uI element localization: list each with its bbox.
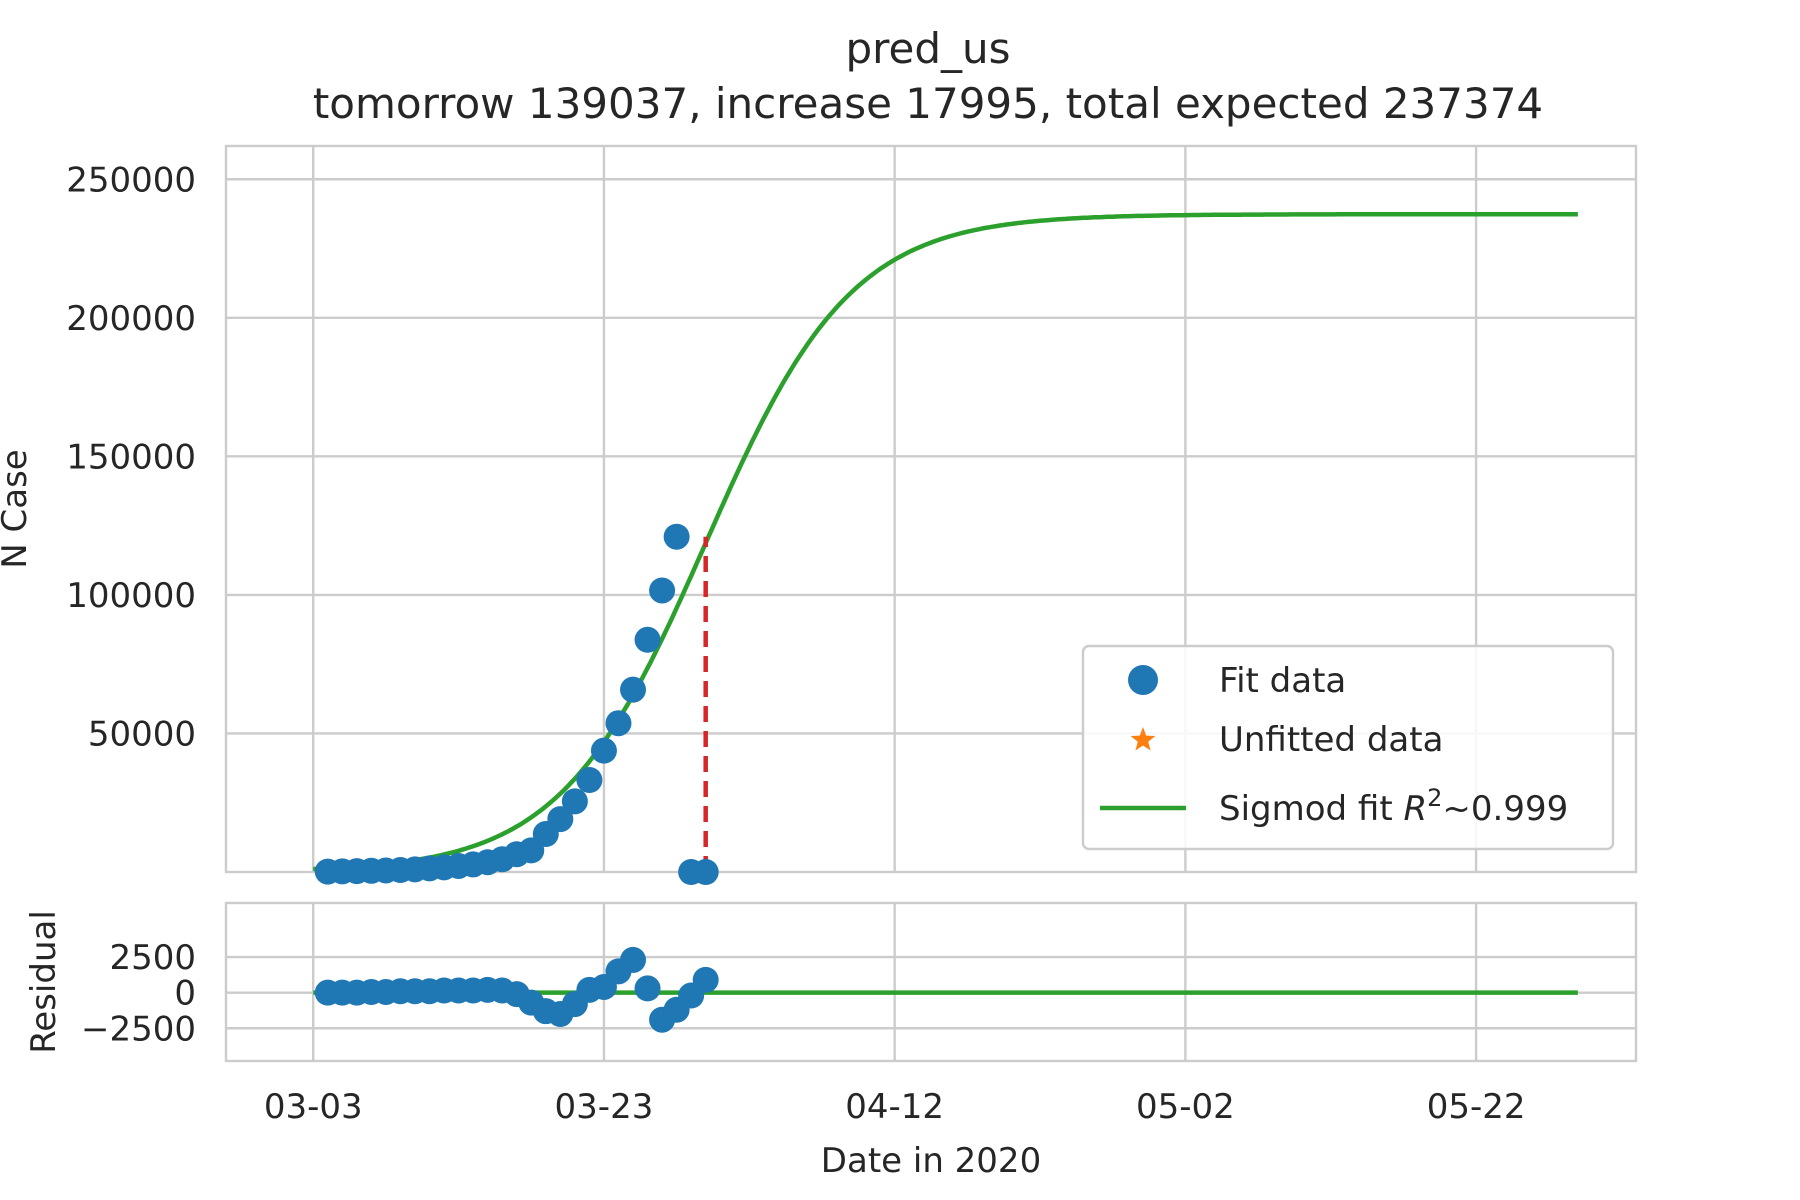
xtick-labels: 03-03 03-23 04-12 05-02 05-22	[264, 1087, 1526, 1127]
xtick-label: 03-23	[555, 1087, 654, 1127]
xtick-label: 05-22	[1427, 1087, 1526, 1127]
legend-label-sigmoid-math-base: R	[1403, 789, 1427, 829]
main-ytick-label: 50000	[88, 714, 196, 754]
residual-ytick-label: 2500	[109, 938, 196, 978]
chart-title: pred_us	[845, 24, 1010, 73]
xtick-label: 03-03	[264, 1087, 363, 1127]
fit-data-point	[649, 577, 676, 604]
main-ytick-label: 200000	[66, 299, 196, 339]
legend-label-sigmoid-math-sup: 2	[1427, 784, 1442, 812]
residual-plot-marks	[313, 946, 1578, 1033]
fit-data-point	[663, 523, 690, 550]
fit-data-point	[634, 626, 661, 653]
legend-box	[1081, 644, 1615, 851]
main-gridlines	[226, 146, 1636, 872]
legend-label-unfitted-data: Unfitted data	[1219, 720, 1443, 760]
residual-ytick-label: 0	[174, 974, 196, 1014]
sigmoid-fit-line	[313, 211, 1578, 872]
residual-ylabel: Residual	[24, 910, 64, 1054]
main-plot-marks	[313, 211, 1578, 885]
residual-point	[620, 946, 647, 973]
main-ytick-label: 250000	[66, 160, 196, 200]
legend-label-fit-data: Fit data	[1219, 661, 1346, 701]
legend-marker-fit-data	[1128, 665, 1158, 695]
main-ytick-labels: 50000 100000 150000 200000 250000	[66, 160, 196, 754]
xtick-label: 04-12	[845, 1087, 944, 1127]
residual-point	[634, 975, 661, 1002]
fit-data-point	[561, 788, 588, 815]
fit-data-point	[605, 710, 632, 737]
residual-point	[692, 966, 719, 993]
fit-data-point	[692, 859, 719, 885]
main-ytick-label: 150000	[66, 437, 196, 477]
fit-data-point	[547, 806, 574, 833]
residual-ytick-label: −2500	[81, 1009, 196, 1049]
residual-plot-frame	[224, 901, 1638, 1063]
legend-label-sigmoid-tail: ~0.999	[1442, 789, 1568, 829]
xtick-label: 05-02	[1136, 1087, 1235, 1127]
legend-label-sigmoid-text: Sigmod fit	[1219, 789, 1403, 829]
chart-subtitle: tomorrow 139037, increase 17995, total e…	[313, 79, 1543, 128]
legend: Fit data Unfitted data Sigmod fit R2~0.9…	[1081, 644, 1615, 851]
main-ytick-label: 100000	[66, 576, 196, 616]
main-plot-frame	[224, 144, 1638, 874]
legend-label-sigmoid-fit: Sigmod fit R2~0.999	[1219, 784, 1568, 829]
main-ylabel: N Case	[0, 449, 35, 568]
x-axis-label: Date in 2020	[821, 1141, 1041, 1181]
fit-data-point	[620, 676, 647, 703]
fit-data-point	[576, 767, 603, 794]
legend-marker-unfitted-data	[1130, 727, 1156, 751]
fit-data-point	[590, 737, 617, 764]
